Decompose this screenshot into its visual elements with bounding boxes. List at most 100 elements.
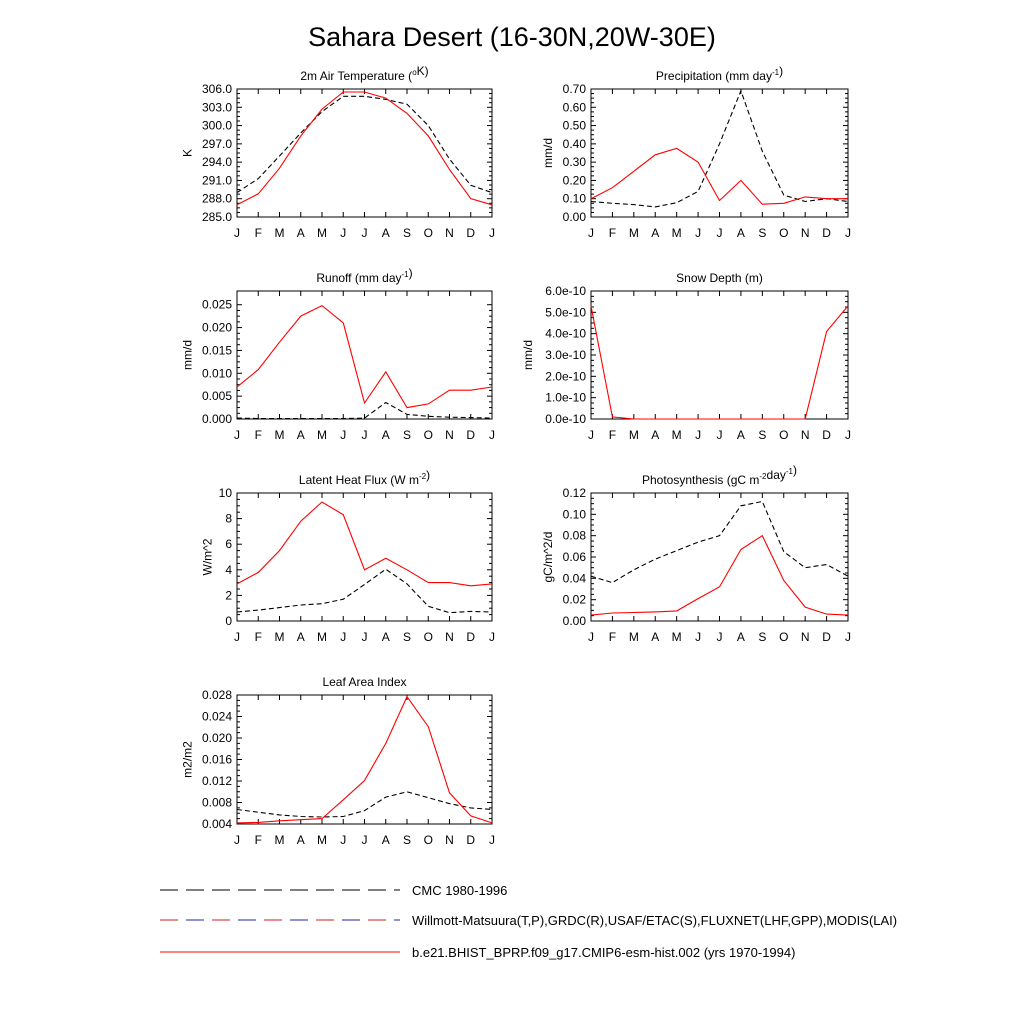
y-tick-label: 300.0	[202, 119, 232, 133]
y-tick-label: 0.02	[563, 593, 587, 607]
y-axis-label: K	[181, 149, 195, 157]
x-tick-label: J	[362, 630, 368, 644]
x-tick-label: J	[234, 833, 240, 847]
x-tick-label: F	[255, 428, 262, 442]
x-tick-label: M	[629, 226, 639, 240]
y-tick-label: 2.0e-10	[545, 369, 586, 383]
x-tick-label: F	[609, 226, 616, 240]
y-tick-label: 8	[225, 512, 232, 526]
y-tick-label: 291.0	[202, 173, 232, 187]
y-axis-label: gC/m^2/d	[541, 532, 555, 583]
x-tick-label: M	[275, 428, 285, 442]
x-tick-label: J	[362, 226, 368, 240]
x-tick-label: J	[588, 630, 594, 644]
x-tick-label: J	[695, 226, 701, 240]
series-line-model	[590, 147, 848, 205]
y-tick-label: 0.00	[563, 614, 587, 628]
y-tick-label: 0	[225, 614, 232, 628]
x-tick-label: S	[403, 630, 411, 644]
y-tick-label: 1.0e-10	[545, 391, 586, 405]
x-tick-label: J	[489, 428, 495, 442]
x-tick-label: J	[234, 630, 240, 644]
x-tick-label: A	[737, 428, 745, 442]
y-tick-label: 2	[225, 588, 232, 602]
y-tick-label: 0.000	[202, 412, 232, 426]
x-tick-label: J	[340, 226, 346, 240]
x-tick-label: A	[297, 428, 305, 442]
x-tick-label: D	[822, 428, 831, 442]
x-tick-label: N	[801, 428, 810, 442]
y-tick-label: 0.04	[563, 571, 587, 585]
x-tick-label: D	[466, 833, 475, 847]
x-tick-label: S	[758, 226, 766, 240]
x-tick-label: J	[717, 428, 723, 442]
y-tick-label: 0.015	[202, 343, 232, 357]
x-tick-label: A	[297, 833, 305, 847]
series-line-obs	[236, 568, 493, 614]
x-tick-label: A	[297, 226, 305, 240]
x-tick-label: S	[758, 630, 766, 644]
y-axis-label: mm/d	[541, 138, 555, 168]
y-tick-label: 6	[225, 537, 232, 551]
x-tick-label: M	[275, 630, 285, 644]
legend-label: CMC 1980-1996	[412, 883, 507, 898]
x-tick-label: J	[588, 428, 594, 442]
x-tick-label: S	[403, 833, 411, 847]
panel-title: Snow Depth (m)	[676, 271, 763, 285]
y-tick-label: 5.0e-10	[545, 305, 586, 319]
y-tick-label: 285.0	[202, 210, 232, 224]
x-tick-label: N	[445, 630, 454, 644]
y-tick-label: 294.0	[202, 155, 232, 169]
x-tick-label: J	[234, 226, 240, 240]
panel-1: 2m Air Temperature (oK)J F M A M J J A S O N D J285.…	[181, 64, 496, 240]
x-tick-label: A	[737, 226, 745, 240]
y-tick-label: 0.10	[563, 192, 587, 206]
x-tick-label: J	[362, 428, 368, 442]
y-tick-label: 0.60	[563, 100, 587, 114]
x-tick-label: A	[382, 630, 390, 644]
series-line-obs	[236, 95, 493, 194]
x-tick-label: N	[801, 226, 810, 240]
series-line-model	[590, 534, 849, 616]
y-tick-label: 10	[219, 486, 233, 500]
x-tick-label: A	[737, 630, 745, 644]
panel-4: Snow Depth (m)J F M A M J J A S O N D J0.0e-101.0e-1…	[521, 271, 851, 442]
figure-title: Sahara Desert (16-30N,20W-30E)	[308, 22, 716, 52]
x-tick-label: M	[629, 428, 639, 442]
series-line-model	[590, 305, 849, 420]
y-tick-label: 0.08	[563, 529, 587, 543]
y-tick-label: 0.70	[563, 82, 587, 96]
x-tick-label: J	[362, 833, 368, 847]
x-tick-label: D	[822, 630, 831, 644]
panel-title: Runoff (mm day-1)	[316, 266, 412, 285]
series-line-model	[236, 695, 493, 824]
y-tick-label: 0.00	[563, 210, 587, 224]
panel-3: Runoff (mm day-1)J F M A M J J A S O N D J0.0000.005…	[181, 266, 496, 442]
plot-frame	[236, 290, 493, 420]
x-tick-label: J	[588, 226, 594, 240]
x-tick-label: A	[651, 226, 659, 240]
x-tick-label: J	[845, 226, 851, 240]
x-tick-label: O	[779, 226, 788, 240]
y-axis-label: W/m^2	[201, 538, 215, 575]
x-tick-label: A	[651, 630, 659, 644]
x-tick-label: D	[466, 226, 475, 240]
series-line-model	[236, 501, 493, 587]
panel-6: Photosynthesis (gC m-2day-1)J F M A M J J A S O N D…	[541, 463, 851, 644]
x-tick-label: J	[717, 226, 723, 240]
y-tick-label: 6.0e-10	[545, 284, 586, 298]
series-line-model	[236, 91, 493, 206]
x-tick-label: D	[822, 226, 831, 240]
x-tick-label: J	[340, 833, 346, 847]
y-axis-label: mm/d	[521, 340, 535, 370]
x-tick-label: J	[340, 428, 346, 442]
y-tick-label: 306.0	[202, 82, 232, 96]
x-tick-label: J	[695, 630, 701, 644]
x-tick-label: O	[424, 226, 433, 240]
x-tick-label: M	[672, 630, 682, 644]
y-tick-label: 0.024	[202, 710, 232, 724]
series-line-obs	[236, 401, 493, 420]
series-line-obs	[236, 791, 493, 818]
